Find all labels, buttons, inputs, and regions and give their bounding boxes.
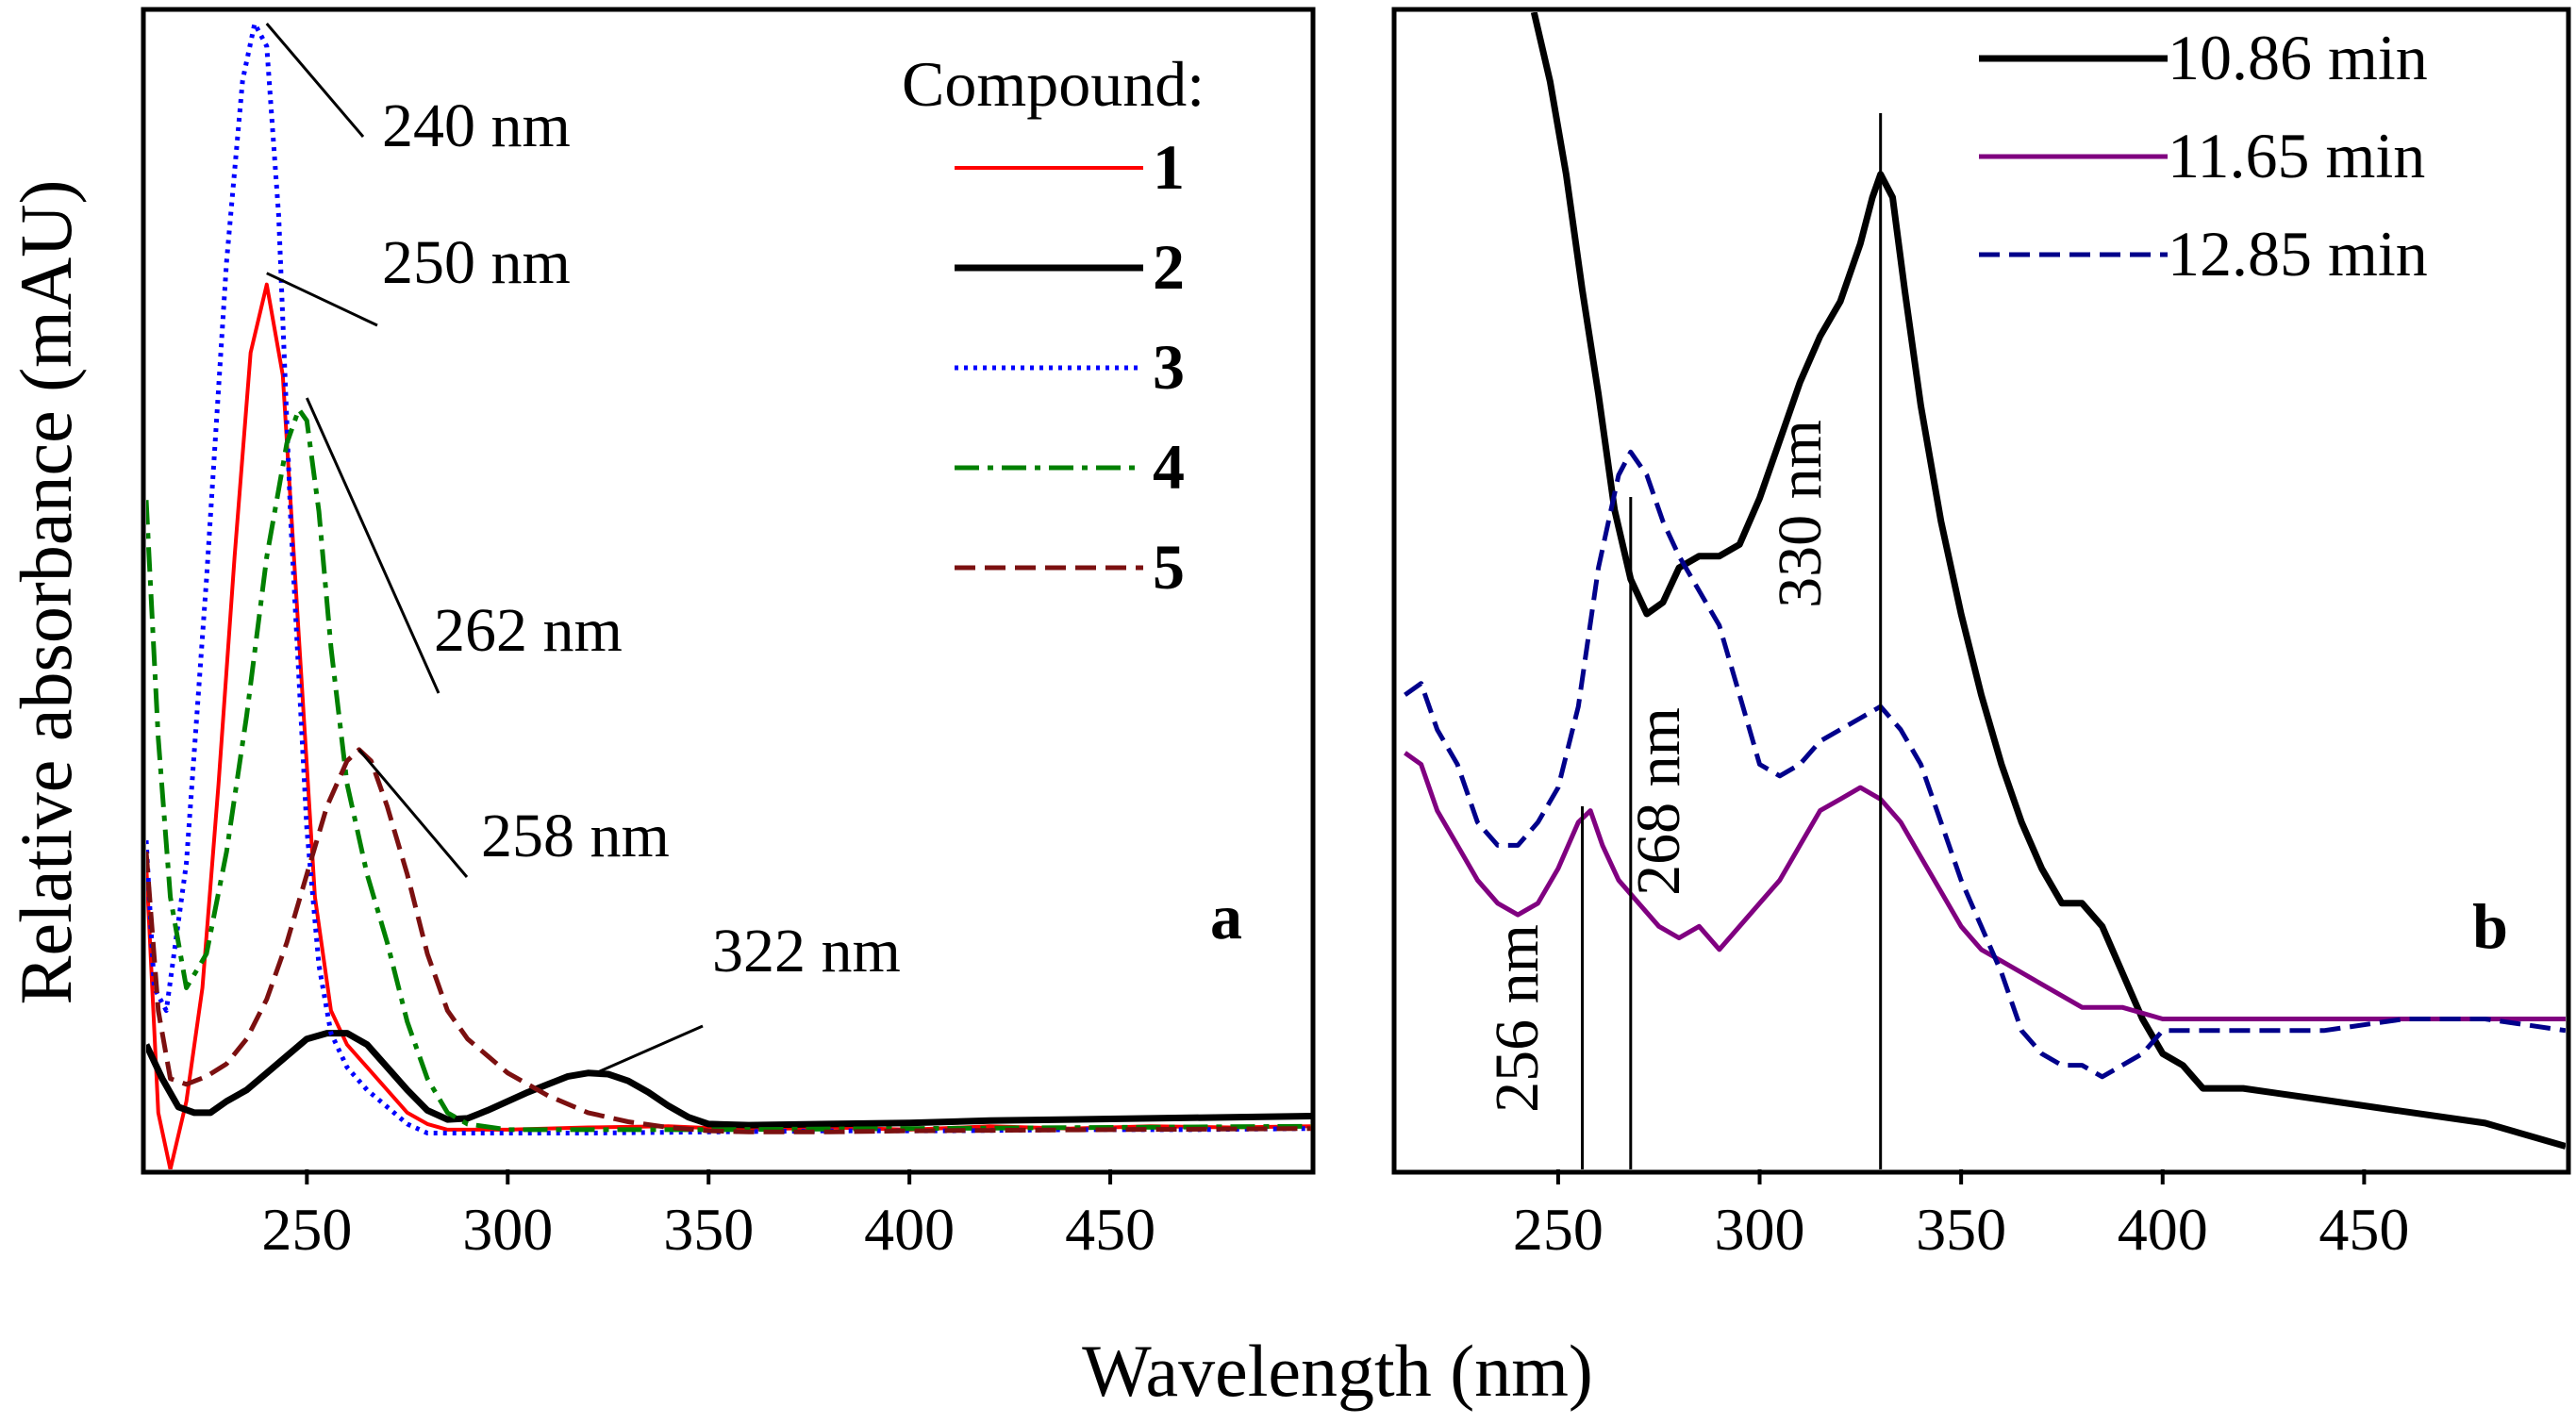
y-axis-label: Relative absorbance (mAU) [5,180,87,1005]
x-tick-label: 300 [462,1196,553,1263]
x-tick-label: 350 [1916,1196,2006,1263]
legend-label: 5 [1153,531,1185,603]
peak-annotation: 322 nm [712,917,901,985]
series-line-12_85-min [1404,449,2566,1080]
panel-a-label: a [1210,881,1242,952]
legend-label: 4 [1153,431,1185,503]
peak-annotation: 258 nm [481,802,670,870]
x-tick-label: 400 [864,1196,955,1263]
legend-label: 11.65 min [2168,120,2425,191]
peak-annotation: 240 nm [382,91,571,160]
annotation-leader [305,397,440,694]
series-line-5 [146,747,1311,1134]
series-line-3 [146,21,1311,1135]
legend-a-title: Compound: [902,48,1205,120]
panel-a-frame [141,7,1316,1175]
x-tick-label: 400 [2118,1196,2208,1263]
series-line-2 [146,1030,1311,1129]
panel-b-frame [1391,7,2571,1175]
x-tick-label: 450 [2318,1196,2409,1263]
legend-label: 10.86 min [2168,22,2428,93]
x-axis-label: Wavelength (nm) [1082,1330,1593,1412]
legend-label: 2 [1153,231,1185,303]
series-line-10_86-min [1530,12,2566,1150]
x-tick-label: 450 [1065,1196,1155,1263]
series-line-11_65-min [1404,751,2566,1021]
x-tick-label: 300 [1715,1196,1805,1263]
x-tick-label: 250 [1513,1196,1604,1263]
annotation-leader [266,272,378,327]
legend-label: 1 [1153,131,1185,203]
peak-annotation: 330 nm [1766,420,1835,608]
x-tick-label: 350 [663,1196,754,1263]
annotation-leader [265,23,365,138]
series-line-4 [146,406,1311,1133]
legend-label: 3 [1153,331,1185,403]
peak-annotation: 262 nm [434,596,623,665]
peak-annotation: 268 nm [1624,707,1693,896]
x-tick-label: 250 [261,1196,352,1263]
plot-b: 250 300 350 400 450 10.86 min 11.65 min 12.85 m… [1404,12,2566,1263]
peak-annotation: 250 nm [382,228,571,297]
annotation-leader [357,748,469,878]
panel-b-label: b [2472,890,2508,962]
annotation-leader [595,1024,704,1075]
legend-label: 12.85 min [2168,218,2428,290]
peak-annotation: 256 nm [1483,924,1552,1113]
plot-a: 250 300 350 400 450 1 2 3 4 5 240 nm 250 nm 262 nm 25… [146,21,1311,1263]
